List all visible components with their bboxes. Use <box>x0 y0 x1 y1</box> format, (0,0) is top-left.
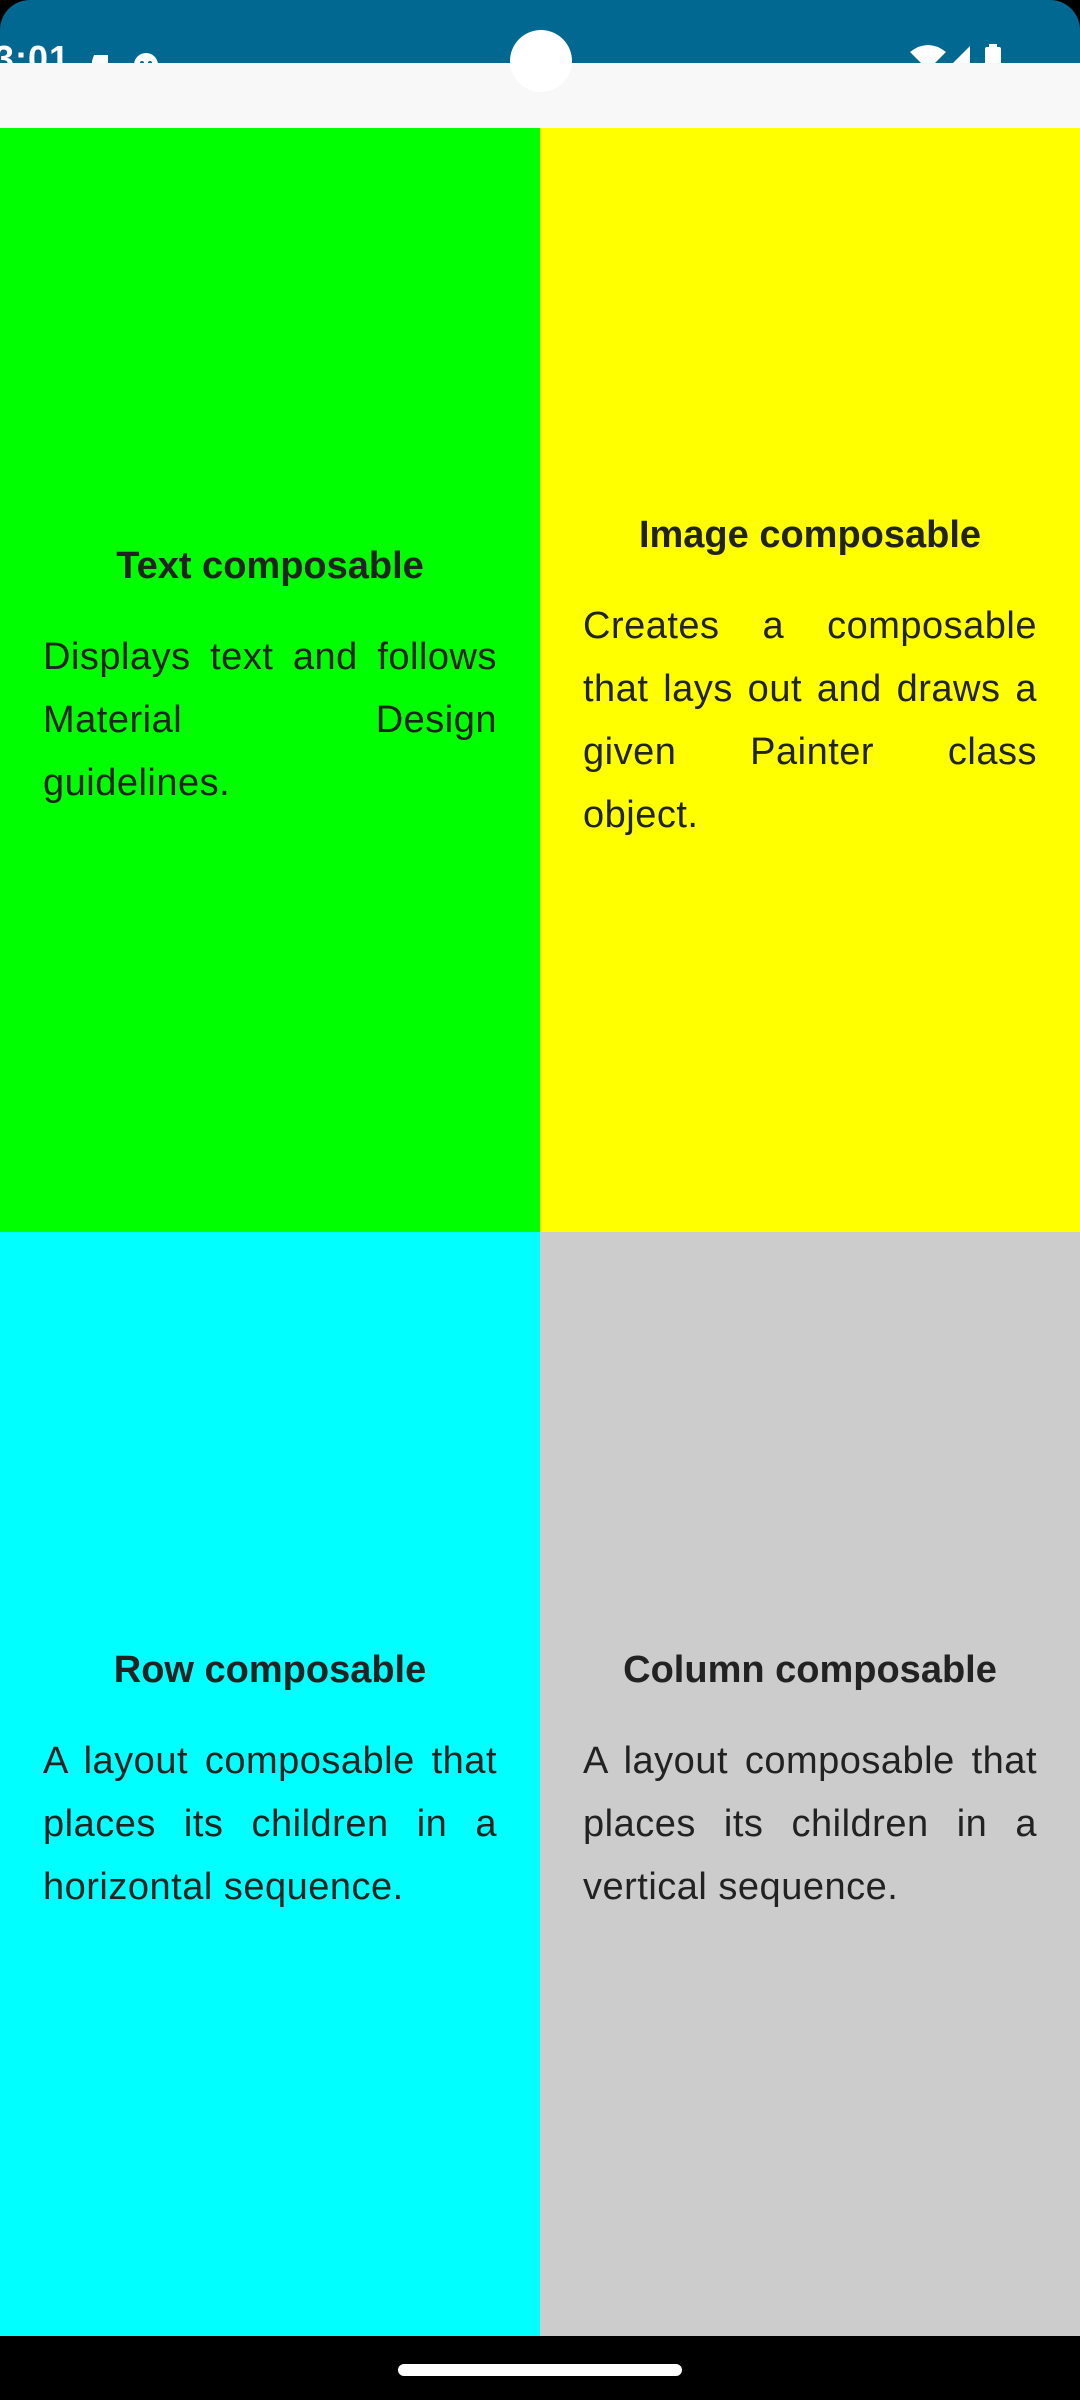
column-composable-title: Column composable <box>623 1649 997 1691</box>
navigation-bar <box>0 2336 1080 2400</box>
image-composable-description: Creates a composable that lays out and d… <box>583 604 1037 836</box>
camera-cutout <box>510 30 572 92</box>
image-composable-card: Image composable Creates a composable th… <box>540 128 1080 1232</box>
text-composable-title: Text composable <box>116 545 424 587</box>
wifi-icon <box>908 44 946 63</box>
column-composable-card: Column composable A layout composable th… <box>540 1232 1080 2336</box>
status-right <box>908 44 1010 63</box>
image-composable-title: Image composable <box>638 513 982 556</box>
text-composable-card: Text composable Displays text and follow… <box>0 128 540 1232</box>
home-gesture-handle[interactable] <box>398 2364 682 2376</box>
sd-card-icon <box>88 46 114 63</box>
quadrant-grid: Text composable Displays text and follow… <box>0 128 1080 2336</box>
row-composable-title: Row composable <box>113 1649 427 1691</box>
battery-icon <box>984 44 1010 63</box>
signal-icon <box>946 44 972 63</box>
face-icon <box>132 46 158 63</box>
text-composable-description: Displays text and follows Material Desig… <box>43 636 497 804</box>
row-composable-description: A layout composable that places its chil… <box>43 1740 497 1908</box>
status-time: 3:01 <box>0 38 71 63</box>
column-composable-description: A layout composable that places its chil… <box>583 1740 1037 1908</box>
row-composable-card: Row composable A layout composable that … <box>0 1232 540 2336</box>
status-left: 3:01 <box>0 38 158 63</box>
